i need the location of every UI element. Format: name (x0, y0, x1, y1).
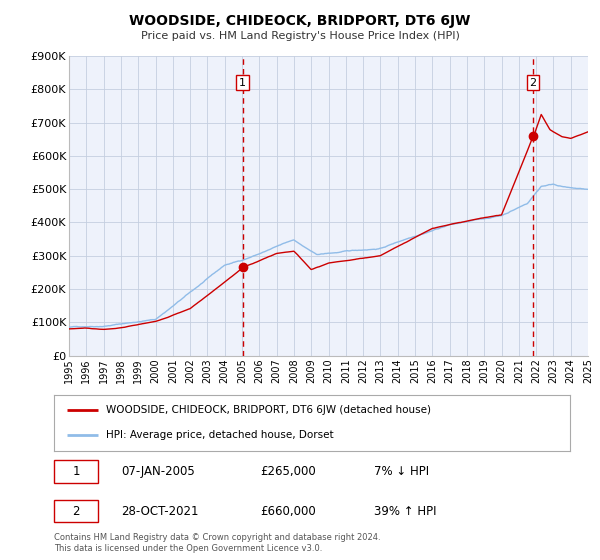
Text: Price paid vs. HM Land Registry's House Price Index (HPI): Price paid vs. HM Land Registry's House … (140, 31, 460, 41)
Text: WOODSIDE, CHIDEOCK, BRIDPORT, DT6 6JW: WOODSIDE, CHIDEOCK, BRIDPORT, DT6 6JW (130, 14, 470, 28)
Text: Contains HM Land Registry data © Crown copyright and database right 2024.
This d: Contains HM Land Registry data © Crown c… (54, 533, 380, 553)
Text: £660,000: £660,000 (260, 505, 316, 517)
Text: 2: 2 (530, 78, 537, 87)
Text: 7% ↓ HPI: 7% ↓ HPI (374, 465, 429, 478)
Text: WOODSIDE, CHIDEOCK, BRIDPORT, DT6 6JW (detached house): WOODSIDE, CHIDEOCK, BRIDPORT, DT6 6JW (d… (106, 405, 431, 416)
Text: 07-JAN-2005: 07-JAN-2005 (121, 465, 195, 478)
Text: HPI: Average price, detached house, Dorset: HPI: Average price, detached house, Dors… (106, 430, 333, 440)
Text: 39% ↑ HPI: 39% ↑ HPI (374, 505, 436, 517)
Text: 1: 1 (239, 78, 246, 87)
Text: £265,000: £265,000 (260, 465, 316, 478)
Text: 28-OCT-2021: 28-OCT-2021 (121, 505, 199, 517)
Text: 2: 2 (73, 505, 80, 517)
Text: 1: 1 (73, 465, 80, 478)
FancyBboxPatch shape (54, 500, 98, 522)
FancyBboxPatch shape (54, 460, 98, 483)
